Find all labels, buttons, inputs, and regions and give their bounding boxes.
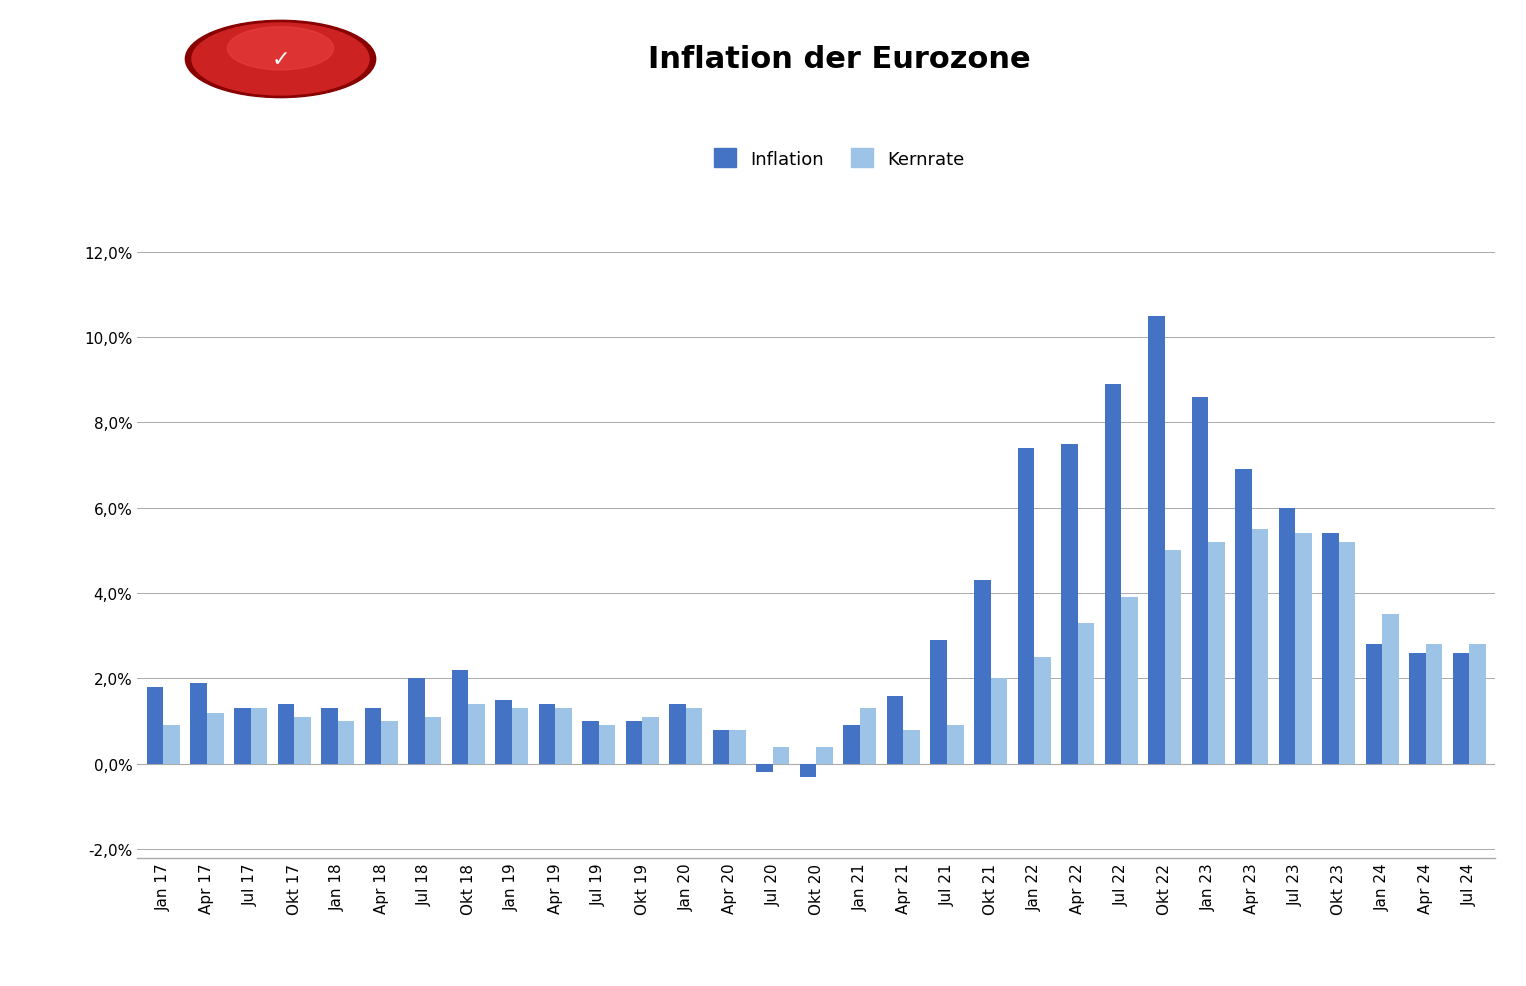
Bar <box>974 581 990 764</box>
Bar <box>1338 542 1355 764</box>
Bar <box>278 704 295 764</box>
Bar <box>468 704 485 764</box>
Bar <box>1235 469 1251 764</box>
Bar <box>320 709 337 764</box>
Bar <box>555 709 572 764</box>
Bar <box>1192 397 1209 764</box>
Bar <box>539 704 555 764</box>
Bar <box>452 670 468 764</box>
Bar <box>1122 598 1138 764</box>
Bar <box>163 726 180 764</box>
Bar <box>583 722 598 764</box>
Bar <box>1035 658 1050 764</box>
Bar <box>757 764 772 773</box>
Circle shape <box>227 28 334 71</box>
Bar <box>1453 653 1470 764</box>
Bar <box>670 704 685 764</box>
Bar <box>861 709 876 764</box>
Bar <box>1148 317 1164 764</box>
Circle shape <box>192 24 369 96</box>
Bar <box>511 709 528 764</box>
Bar <box>250 709 267 764</box>
Text: Inflation der Eurozone: Inflation der Eurozone <box>649 44 1030 74</box>
Bar <box>931 640 948 764</box>
Bar <box>407 678 424 764</box>
Bar <box>424 717 441 764</box>
Legend: Inflation, Kernrate: Inflation, Kernrate <box>707 142 972 176</box>
Bar <box>844 726 861 764</box>
Bar <box>729 730 746 764</box>
Bar <box>382 722 398 764</box>
Bar <box>816 747 833 764</box>
Bar <box>1279 508 1296 764</box>
Text: ✓: ✓ <box>272 50 290 70</box>
Bar <box>1296 533 1312 764</box>
Bar <box>1322 533 1338 764</box>
Bar <box>903 730 920 764</box>
Bar <box>1425 645 1442 764</box>
Bar <box>295 717 311 764</box>
Bar <box>685 709 702 764</box>
Bar <box>1209 542 1225 764</box>
Bar <box>233 709 250 764</box>
Bar <box>990 678 1007 764</box>
Text: stockstreet.de: stockstreet.de <box>35 34 227 57</box>
Bar <box>146 687 163 764</box>
Bar <box>494 700 511 764</box>
Bar <box>642 717 659 764</box>
Bar <box>772 747 789 764</box>
Bar <box>887 696 903 764</box>
Bar <box>713 730 729 764</box>
Bar <box>948 726 963 764</box>
Bar <box>1251 529 1268 764</box>
Bar <box>1164 551 1181 764</box>
Bar <box>626 722 642 764</box>
Text: unabhängig • strategisch • treffsicher: unabhängig • strategisch • treffsicher <box>32 94 230 104</box>
Circle shape <box>185 22 375 99</box>
Bar <box>1105 385 1122 764</box>
Bar <box>1470 645 1486 764</box>
Bar <box>1383 615 1399 764</box>
Bar <box>337 722 354 764</box>
Bar <box>208 713 223 764</box>
Bar <box>1061 445 1077 764</box>
Bar <box>1077 623 1094 764</box>
Bar <box>365 709 382 764</box>
Bar <box>1366 645 1383 764</box>
Bar <box>800 764 816 777</box>
Bar <box>598 726 615 764</box>
Bar <box>1018 449 1035 764</box>
Bar <box>1410 653 1425 764</box>
Bar <box>191 683 208 764</box>
